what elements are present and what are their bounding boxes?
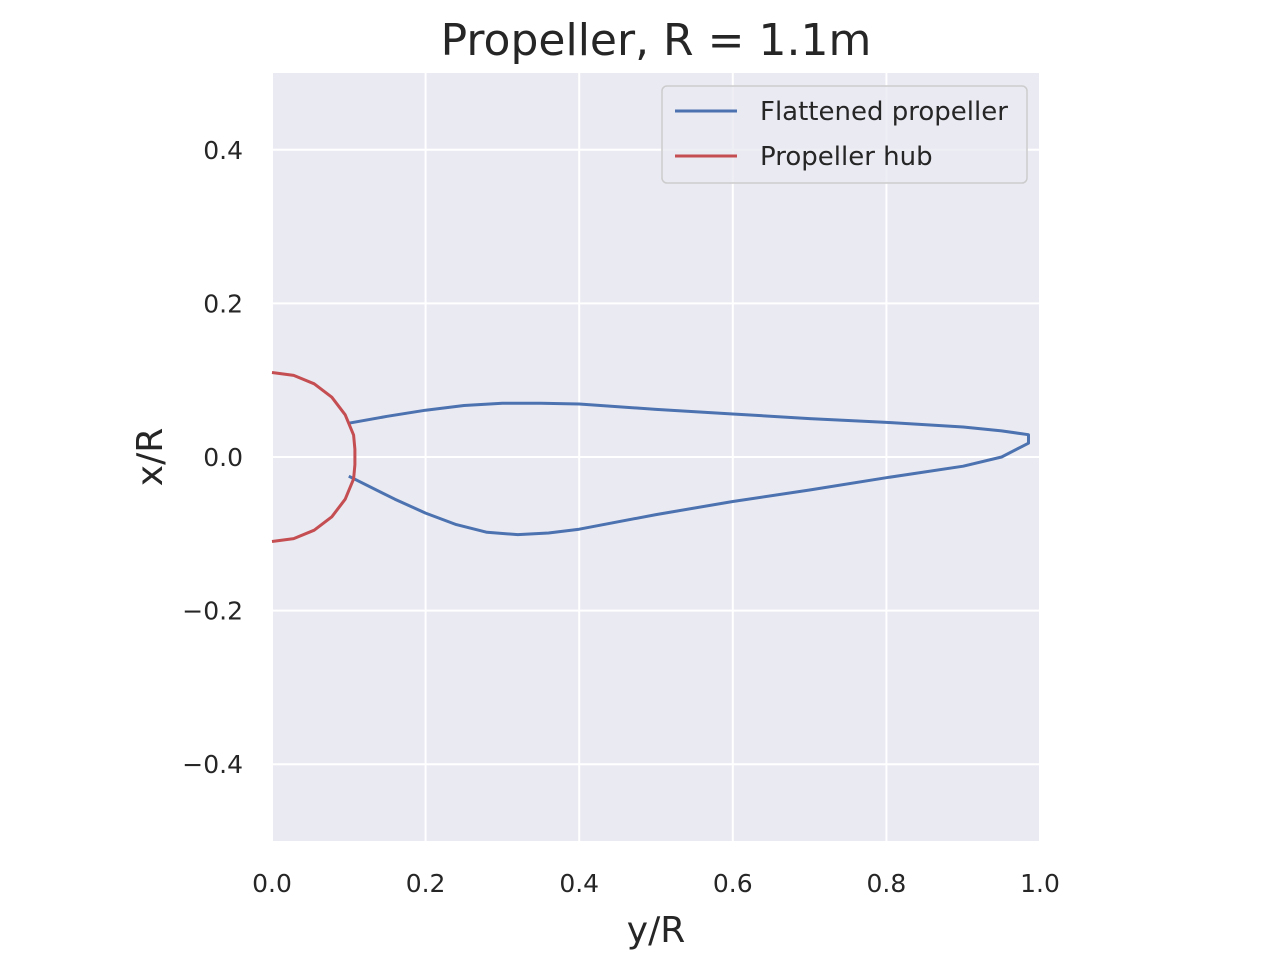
- y-tick-label: 0.0: [203, 443, 243, 472]
- series-line-flattened-propeller: [348, 401, 1030, 537]
- series-layer: [271, 371, 1030, 543]
- y-tick-label: 0.2: [203, 289, 243, 318]
- legend-label-flattened-propeller: Flattened propeller: [760, 97, 1008, 127]
- x-tick-label: 0.8: [867, 869, 907, 898]
- y-tick-labels: −0.4 −0.2 0.0 0.2 0.4: [182, 136, 243, 779]
- y-axis-label: x/R: [130, 428, 171, 486]
- x-tick-label: 0.6: [713, 869, 753, 898]
- y-tick-label: 0.4: [203, 136, 243, 165]
- x-tick-label: 1.0: [1020, 869, 1060, 898]
- y-tick-label: −0.4: [182, 750, 243, 779]
- x-tick-labels: 0.0 0.2 0.4 0.6 0.8 1.0: [252, 869, 1060, 898]
- series-line-propeller-hub: [271, 371, 357, 543]
- x-tick-label: 0.0: [252, 869, 292, 898]
- chart-title: Propeller, R = 1.1m: [441, 15, 872, 66]
- legend: Flattened propeller Propeller hub: [661, 85, 1028, 184]
- legend-label-propeller-hub: Propeller hub: [760, 142, 933, 172]
- y-tick-label: −0.2: [182, 597, 243, 626]
- x-tick-label: 0.4: [559, 869, 599, 898]
- x-axis-label: y/R: [627, 910, 685, 951]
- x-tick-label: 0.2: [406, 869, 446, 898]
- legend-frame: [661, 85, 1028, 184]
